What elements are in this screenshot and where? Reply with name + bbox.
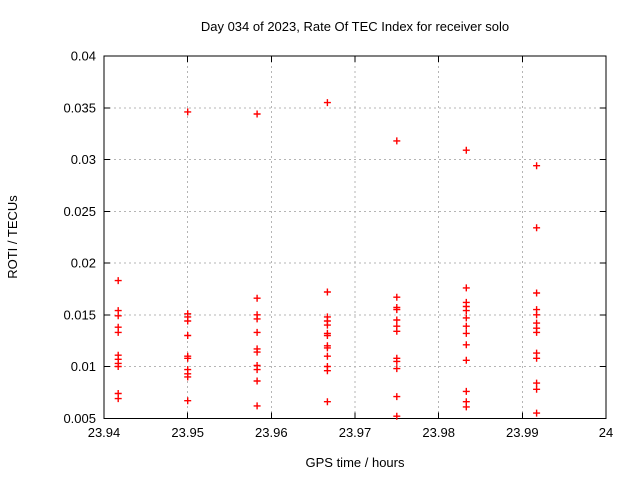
x-tick-label: 24 <box>599 425 613 440</box>
roti-point-marker <box>114 328 122 336</box>
chart-title: Day 034 of 2023, Rate Of TEC Index for r… <box>201 19 509 34</box>
roti-point-marker <box>393 327 401 335</box>
roti-point-marker <box>253 294 261 302</box>
roti-point-marker <box>393 393 401 401</box>
x-tick-label: 23.97 <box>339 425 372 440</box>
roti-point-marker <box>393 137 401 145</box>
roti-point-marker <box>323 321 331 329</box>
roti-point-marker <box>462 341 470 349</box>
roti-point-marker <box>253 348 261 356</box>
roti-point-marker <box>184 317 192 325</box>
roti-point-marker <box>533 328 541 336</box>
x-axis-label: GPS time / hours <box>306 455 405 470</box>
roti-point-marker <box>323 352 331 360</box>
plot-border <box>103 55 607 419</box>
roti-point-marker <box>393 357 401 365</box>
roti-point-marker <box>462 329 470 337</box>
y-tick-label: 0.035 <box>63 100 96 115</box>
roti-point-marker <box>533 289 541 297</box>
roti-point-marker <box>323 332 331 339</box>
roti-point-marker <box>114 312 122 320</box>
x-tick-label: 23.94 <box>88 425 121 440</box>
roti-point-marker <box>323 99 331 107</box>
x-tick-label: 23.99 <box>506 425 539 440</box>
roti-point-marker <box>184 108 192 116</box>
roti-point-marker <box>462 314 470 322</box>
roti-point-marker <box>114 395 122 403</box>
roti-point-marker <box>253 328 261 336</box>
x-tick-label: 23.98 <box>422 425 455 440</box>
y-tick-label: 0.025 <box>63 204 96 219</box>
roti-point-marker <box>253 366 261 374</box>
roti-point-marker <box>533 409 541 417</box>
y-tick-label: 0.005 <box>63 411 96 426</box>
roti-point-marker <box>323 344 331 352</box>
roti-point-marker <box>184 354 192 362</box>
roti-point-marker <box>184 397 192 405</box>
roti-point-marker <box>462 146 470 154</box>
y-tick-label: 0.015 <box>63 307 96 322</box>
y-tick-label: 0.03 <box>71 152 96 167</box>
roti-point-marker <box>393 293 401 301</box>
roti-point-marker <box>533 379 541 387</box>
roti-point-marker <box>253 402 261 410</box>
roti-point-marker <box>533 311 541 319</box>
roti-point-marker <box>184 332 192 339</box>
roti-point-marker <box>462 284 470 292</box>
roti-point-marker <box>393 316 401 324</box>
roti-point-marker <box>253 315 261 323</box>
y-tick-label: 0.01 <box>71 359 96 374</box>
roti-point-marker <box>462 403 470 411</box>
grid-lines <box>104 56 606 419</box>
roti-point-marker <box>533 354 541 362</box>
roti-point-marker <box>533 224 541 232</box>
data-points <box>114 99 541 420</box>
y-tick-label: 0.04 <box>71 49 96 64</box>
roti-point-marker <box>253 377 261 385</box>
roti-point-marker <box>114 277 122 285</box>
roti-point-marker <box>323 367 331 375</box>
roti-point-marker <box>393 412 401 420</box>
roti-point-marker <box>184 373 192 381</box>
roti-point-marker <box>114 363 122 370</box>
y-tick-labels: 0.005 0.01 0.015 0.02 0.025 0.03 0.035 0.04 <box>63 49 96 426</box>
roti-point-marker <box>462 356 470 364</box>
roti-point-marker <box>253 110 261 118</box>
y-axis-label: ROTI / TECUs <box>5 195 20 279</box>
y-tick-label: 0.02 <box>71 256 96 271</box>
roti-point-marker <box>323 288 331 296</box>
roti-point-marker <box>462 387 470 395</box>
x-tick-label: 23.96 <box>255 425 288 440</box>
roti-point-marker <box>323 398 331 406</box>
roti-point-marker <box>393 365 401 373</box>
x-tick-label: 23.95 <box>171 425 204 440</box>
roti-point-marker <box>533 162 541 170</box>
roti-point-marker <box>393 306 401 314</box>
x-tick-labels: 23.94 23.95 23.96 23.97 23.98 23.99 24 <box>88 425 614 440</box>
roti-point-marker <box>462 322 470 330</box>
roti-point-marker <box>462 307 470 315</box>
roti-point-marker <box>533 385 541 393</box>
